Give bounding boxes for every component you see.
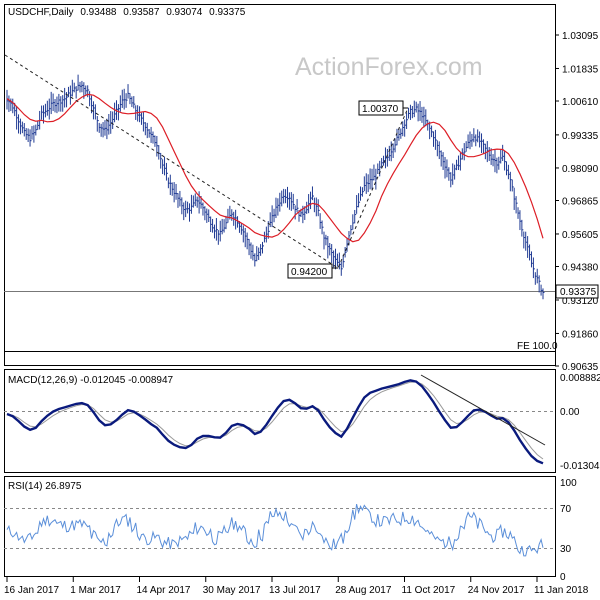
rsi-title: RSI(14) 26.8975 (8, 481, 82, 492)
price-axis: 1.03095 1.01835 1.00610 0.99335 0.98090 0.968… (555, 31, 599, 373)
price-tick-label: 1.03095 (562, 31, 599, 42)
macd-trendline (420, 374, 546, 446)
price-tick-label: 1.00610 (562, 97, 599, 108)
macd-tick-top: 0.008882 (560, 373, 600, 384)
low-label-box (287, 263, 333, 279)
price-tick-label: 0.98090 (562, 164, 599, 175)
price-tick-label: 0.95605 (562, 230, 599, 241)
price-tick-label: 0.94380 (562, 263, 599, 274)
watermark: ActionForex.com (295, 53, 483, 81)
date-tick-label: 30 May 2017 (203, 585, 261, 596)
fe-label: FE 100.0 (517, 341, 558, 352)
ohlc-low: 0.93074 (166, 7, 203, 18)
current-price-tag (555, 284, 599, 299)
price-tick-label: 0.99335 (562, 131, 599, 142)
wave-dotted-line (4, 54, 409, 269)
ohlc-open: 0.93488 (80, 7, 117, 18)
date-tick-label: 11 Oct 2017 (402, 585, 456, 596)
macd-title: MACD(12,26,9) -0.012045 -0.008947 (8, 375, 174, 386)
price-title: USDCHF,Daily 0.93488 0.93587 0.93074 0.9… (8, 7, 246, 18)
date-tick-label: 24 Nov 2017 (468, 585, 525, 596)
price-panel-frame (4, 4, 556, 366)
rsi-tick-30: 30 (560, 544, 572, 555)
macd-panel-frame (4, 369, 556, 473)
rsi-tick-70: 70 (560, 504, 572, 515)
current-price-value: 0.93375 (560, 287, 597, 298)
ohlc-high: 0.93587 (123, 7, 160, 18)
low-label: 0.94200 (291, 267, 328, 278)
macd-tick-zero: 0.00 (560, 407, 580, 418)
macd-tick-bottom: -0.013042 (560, 461, 600, 472)
high-label: 1.00370 (362, 104, 399, 115)
macd-main-line (6, 379, 544, 465)
symbol-label: USDCHF,Daily (8, 7, 74, 18)
rsi-tick-100: 100 (560, 478, 577, 489)
rsi-tick-0: 0 (560, 572, 566, 583)
ohlc-close: 0.93375 (209, 7, 246, 18)
macd-signal-line (6, 381, 544, 460)
rsi-panel-frame (4, 476, 556, 577)
date-tick-label: 11 Jan 2018 (534, 585, 589, 596)
moving-average-line (6, 93, 544, 243)
price-tick-label: 0.93120 (562, 296, 599, 307)
price-tick-label: 1.01835 (562, 64, 599, 75)
price-tick-label: 0.90635 (562, 362, 599, 373)
date-tick-label: 1 Mar 2017 (70, 585, 121, 596)
price-tick-label: 0.96865 (562, 197, 599, 208)
date-tick-label: 13 Jul 2017 (269, 585, 321, 596)
date-tick-label: 16 Jan 2017 (4, 585, 59, 596)
date-tick-label: 14 Apr 2017 (137, 585, 191, 596)
date-tick-label: 28 Aug 2017 (335, 585, 392, 596)
price-tick-label: 0.91860 (562, 329, 599, 340)
ohlc-bars (6, 74, 545, 300)
rsi-line (6, 503, 544, 557)
date-axis: 16 Jan 2017 1 Mar 2017 14 Apr 2017 30 May 2… (4, 577, 589, 596)
